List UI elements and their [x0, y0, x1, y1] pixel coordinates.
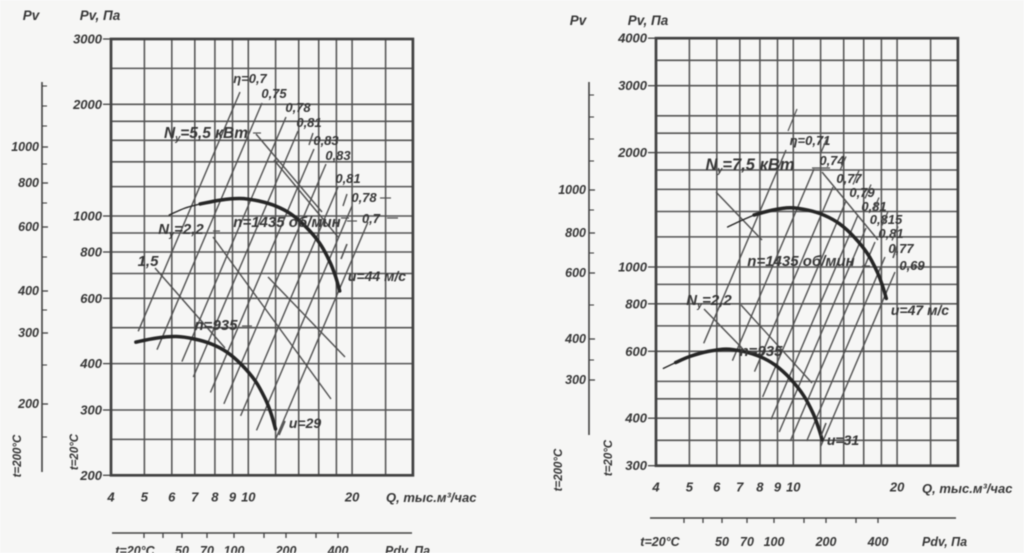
- svg-text:Pdv, Па: Pdv, Па: [922, 535, 967, 549]
- svg-text:Pv, Па: Pv, Па: [80, 8, 121, 23]
- svg-text:6: 6: [713, 480, 721, 495]
- svg-text:50: 50: [715, 535, 729, 549]
- svg-text:t=20°C: t=20°C: [640, 535, 680, 549]
- svg-text:4000: 4000: [617, 31, 648, 46]
- svg-text:n=1435 об/мин: n=1435 об/мин: [233, 214, 340, 231]
- svg-text:9: 9: [774, 480, 782, 495]
- svg-text:300: 300: [565, 373, 586, 387]
- svg-text:η=0,71: η=0,71: [790, 133, 831, 148]
- svg-text:0,78: 0,78: [285, 100, 311, 115]
- svg-text:800: 800: [625, 296, 647, 311]
- svg-text:2000: 2000: [617, 145, 648, 160]
- svg-text:200: 200: [17, 397, 39, 411]
- svg-text:7: 7: [736, 480, 744, 495]
- svg-text:400: 400: [327, 544, 349, 553]
- svg-text:800: 800: [565, 226, 586, 240]
- svg-text:1000: 1000: [618, 260, 648, 275]
- svg-text:400: 400: [867, 535, 889, 549]
- svg-text:70: 70: [740, 535, 754, 549]
- svg-text:6: 6: [168, 489, 176, 504]
- svg-text:0,81: 0,81: [878, 226, 903, 241]
- svg-text:t=200°C: t=200°C: [553, 448, 565, 491]
- svg-text:7: 7: [191, 489, 199, 504]
- svg-text:u=31: u=31: [827, 432, 860, 448]
- svg-text:200: 200: [275, 544, 297, 553]
- svg-text:300: 300: [625, 458, 647, 473]
- svg-text:2000: 2000: [72, 97, 103, 112]
- svg-text:n=935: n=935: [195, 317, 239, 334]
- svg-text:0,83: 0,83: [313, 133, 339, 148]
- svg-text:50: 50: [175, 544, 189, 553]
- svg-text:800: 800: [80, 245, 102, 260]
- svg-text:η=0,7: η=0,7: [233, 71, 267, 86]
- svg-text:0,79: 0,79: [849, 185, 875, 200]
- svg-text:u=47 м/с: u=47 м/с: [891, 302, 949, 318]
- svg-text:Nу=5,5 кВт: Nу=5,5 кВт: [164, 125, 248, 143]
- svg-text:Pv: Pv: [23, 8, 41, 23]
- svg-text:0,81: 0,81: [861, 199, 886, 214]
- svg-text:Nу=2,2: Nу=2,2: [686, 292, 732, 310]
- svg-text:0,69: 0,69: [899, 258, 925, 273]
- svg-text:400: 400: [79, 356, 102, 371]
- svg-text:70: 70: [200, 544, 214, 553]
- svg-text:4: 4: [651, 480, 660, 495]
- svg-text:8: 8: [211, 489, 219, 504]
- svg-text:n=1435 об/мин: n=1435 об/мин: [747, 253, 854, 270]
- svg-text:Pdv, Па: Pdv, Па: [385, 544, 430, 553]
- svg-text:n=935: n=935: [740, 343, 784, 360]
- svg-text:Q, тыс.м³/час: Q, тыс.м³/час: [386, 490, 477, 505]
- svg-text:300: 300: [18, 326, 39, 340]
- svg-text:9: 9: [229, 489, 237, 504]
- svg-text:0,7: 0,7: [362, 211, 381, 226]
- svg-text:8: 8: [756, 480, 764, 495]
- svg-text:20: 20: [889, 480, 905, 495]
- svg-text:t=20°C: t=20°C: [69, 433, 81, 470]
- svg-text:0,78: 0,78: [351, 190, 377, 205]
- svg-text:400: 400: [624, 411, 647, 426]
- svg-text:0,815: 0,815: [870, 212, 903, 227]
- svg-text:0,83: 0,83: [325, 148, 351, 163]
- svg-text:Pv: Pv: [570, 13, 588, 28]
- svg-text:4: 4: [106, 489, 115, 504]
- svg-text:t=20°C: t=20°C: [115, 544, 155, 553]
- svg-text:5: 5: [686, 480, 694, 495]
- svg-text:u=44 м/с: u=44 м/с: [348, 268, 406, 284]
- svg-text:0,74: 0,74: [819, 153, 845, 168]
- svg-text:1000: 1000: [11, 140, 39, 154]
- svg-text:1,5: 1,5: [138, 253, 160, 270]
- svg-text:Nу=2,2: Nу=2,2: [158, 221, 204, 239]
- svg-text:t=200°C: t=200°C: [12, 434, 24, 477]
- svg-text:300: 300: [80, 403, 102, 418]
- svg-text:3000: 3000: [618, 78, 648, 93]
- svg-text:u=29: u=29: [289, 415, 322, 431]
- svg-text:5: 5: [141, 489, 149, 504]
- svg-text:10: 10: [786, 480, 801, 495]
- svg-text:800: 800: [18, 176, 39, 190]
- svg-text:Pv, Па: Pv, Па: [628, 13, 669, 28]
- svg-text:20: 20: [344, 489, 360, 504]
- svg-text:3000: 3000: [73, 32, 103, 47]
- svg-text:10: 10: [241, 489, 256, 504]
- svg-text:t=20°C: t=20°C: [603, 439, 615, 476]
- svg-text:100: 100: [224, 544, 245, 553]
- svg-text:600: 600: [625, 344, 647, 359]
- svg-text:600: 600: [565, 266, 586, 280]
- svg-text:1000: 1000: [558, 183, 586, 197]
- svg-text:200: 200: [815, 535, 837, 549]
- svg-text:400: 400: [17, 284, 39, 298]
- svg-text:0,75: 0,75: [261, 86, 287, 101]
- svg-text:Nу=7,5 кВт: Nу=7,5 кВт: [705, 156, 794, 175]
- svg-text:600: 600: [18, 220, 39, 234]
- svg-text:0,77: 0,77: [836, 171, 862, 186]
- svg-text:Q, тыс.м³/час: Q, тыс.м³/час: [922, 481, 1013, 496]
- svg-text:600: 600: [80, 291, 102, 306]
- svg-text:0,81: 0,81: [296, 115, 321, 130]
- svg-text:400: 400: [564, 332, 586, 346]
- svg-text:100: 100: [764, 535, 785, 549]
- svg-text:200: 200: [79, 468, 102, 483]
- svg-text:0,81: 0,81: [335, 171, 360, 186]
- svg-text:0,77: 0,77: [888, 241, 914, 256]
- svg-text:1000: 1000: [73, 209, 103, 224]
